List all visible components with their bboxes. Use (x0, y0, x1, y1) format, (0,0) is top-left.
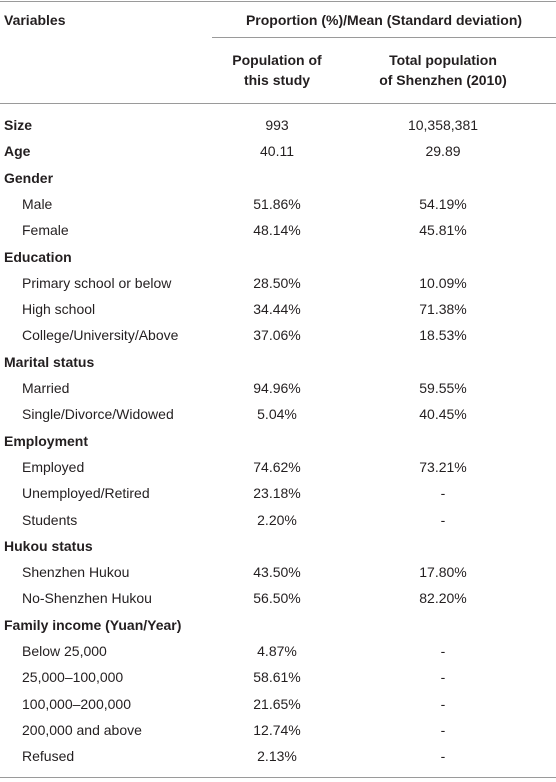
group-rule (212, 37, 556, 38)
cell-value: 94.96% (253, 380, 301, 396)
cell-value: 59.55% (419, 380, 467, 396)
cell-value: - (440, 669, 446, 686)
cell-value: - (440, 643, 446, 659)
cell-value: 40.11 (260, 143, 294, 160)
row-heading: Age (4, 143, 31, 160)
row-heading: Marital status (4, 353, 95, 370)
row-label: Unemployed/Retired (22, 485, 150, 502)
row-label: Shenzhen Hukou (22, 564, 130, 581)
cell-value: 2.13% (257, 748, 297, 765)
cell-value: 2.20% (257, 511, 297, 528)
cell-value: 58.61% (253, 669, 301, 686)
cell-value: 993 (265, 117, 289, 133)
column-header: of Shenzhen (2010) (379, 72, 507, 88)
cell-value: 51.86% (253, 195, 301, 212)
row-label: Single/Divorce/Widowed (22, 406, 174, 423)
cell-value: 74.62% (253, 458, 301, 475)
row-label: 200,000 and above (22, 721, 142, 738)
cell-value: 71.38% (419, 301, 467, 318)
row-label: Students (22, 511, 78, 528)
cell-value: - (440, 485, 446, 502)
column-header: this study (243, 72, 311, 88)
cell-value: 12.74% (253, 721, 301, 738)
cell-value: 40.45% (419, 406, 467, 423)
cell-value: - (440, 511, 446, 528)
row-heading: Gender (4, 169, 54, 186)
column-header: Population of (232, 52, 322, 68)
cell-value: 28.50% (253, 274, 301, 291)
cell-value: 10,358,381 (407, 117, 479, 133)
row-label: Female (22, 222, 69, 239)
row-heading: Employment (4, 432, 89, 449)
row-label: Married (22, 380, 70, 396)
row-label: 100,000–200,000 (22, 695, 131, 712)
cell-value: - (440, 721, 446, 738)
row-label: 25,000–100,000 (22, 669, 124, 686)
cell-value: 43.50% (253, 564, 301, 581)
cell-value: 48.14% (253, 222, 301, 239)
cell-value: - (440, 748, 446, 765)
header-variables: Variables (4, 12, 66, 28)
cell-value: 54.19% (419, 195, 467, 212)
row-heading: Size (4, 117, 33, 133)
cell-value: 17.80% (419, 564, 467, 581)
row-heading: Family income (Yuan/Year) (4, 616, 182, 633)
row-label: Primary school or below (22, 274, 172, 291)
cell-value: 21.65% (253, 695, 301, 712)
cell-value: 18.53% (419, 327, 467, 344)
row-label: Below 25,000 (22, 643, 107, 659)
row-label: No-Shenzhen Hukou (22, 590, 152, 607)
cell-value: 73.21% (419, 458, 467, 475)
bottom-rule (0, 777, 556, 778)
row-label: High school (22, 301, 96, 318)
cell-value: - (440, 695, 446, 712)
cell-value: 5.04% (257, 406, 297, 423)
row-label: Refused (22, 748, 75, 765)
row-label: Male (22, 195, 53, 212)
row-label: College/University/Above (22, 327, 179, 344)
top-rule (0, 1, 556, 2)
cell-value: 56.50% (253, 590, 301, 607)
row-heading: Hukou status (4, 537, 93, 554)
row-heading: Education (4, 248, 72, 265)
cell-value: 45.81% (419, 222, 467, 239)
cell-value: 29.89 (425, 143, 461, 160)
column-header: Total population (389, 52, 497, 68)
cell-value: 82.20% (419, 590, 467, 607)
cell-value: 10.09% (419, 274, 467, 291)
cell-value: 34.44% (253, 301, 301, 318)
cell-value: 37.06% (253, 327, 301, 344)
header-group: Proportion (%)/Mean (Standard deviation) (245, 12, 523, 28)
row-label: Employed (22, 458, 85, 475)
header-rule (0, 103, 556, 104)
cell-value: 4.87% (257, 643, 297, 659)
cell-value: 23.18% (253, 485, 301, 502)
